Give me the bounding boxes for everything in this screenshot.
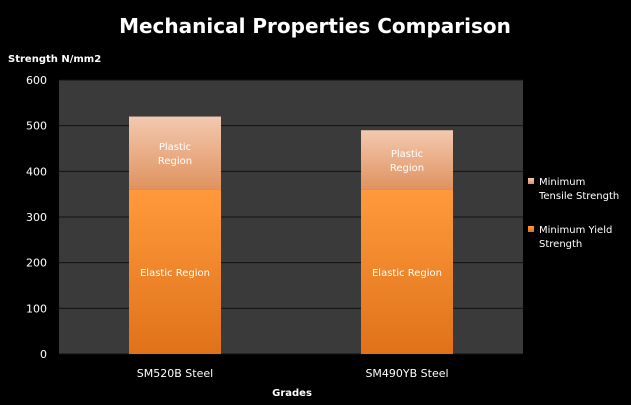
legend-swatch	[528, 226, 534, 232]
plastic-region-label: Plastic Region	[390, 149, 424, 174]
x-axis-title: Grades	[272, 388, 312, 399]
bar-yield-strength	[129, 189, 221, 354]
legend: Minimum Tensile Strength Minimum Yield Stre…	[528, 177, 619, 250]
elastic-region-label: Elastic Region	[372, 268, 442, 279]
y-tick-label: 400	[26, 165, 47, 178]
y-tick-label: 300	[26, 211, 47, 224]
x-tick-label: SM520B Steel	[137, 367, 213, 380]
y-axis-ticks: 0 100 200 300 400 500 600	[26, 74, 47, 361]
bar-tensile-strength	[361, 130, 453, 190]
y-tick-label: 600	[26, 74, 47, 87]
chart-title: Mechanical Properties Comparison	[119, 14, 511, 38]
plastic-region-label: Plastic Region	[158, 142, 192, 167]
legend-label: Minimum Tensile Strength	[538, 177, 619, 202]
legend-label: Minimum Yield Strength	[539, 225, 612, 250]
y-tick-label: 100	[26, 302, 47, 315]
y-tick-label: 500	[26, 120, 47, 133]
y-axis-title: Strength N/mm2	[8, 54, 101, 65]
y-tick-label: 0	[40, 348, 47, 361]
x-axis-ticks: SM520B Steel SM490YB Steel	[137, 367, 449, 380]
x-tick-label: SM490YB Steel	[365, 367, 448, 380]
legend-swatch	[528, 178, 534, 184]
y-tick-label: 200	[26, 257, 47, 270]
bar-yield-strength	[361, 189, 453, 354]
bar-tensile-strength	[129, 116, 221, 190]
elastic-region-label: Elastic Region	[140, 268, 210, 279]
bars: Elastic Region Plastic Region Elastic Regio…	[129, 116, 453, 354]
